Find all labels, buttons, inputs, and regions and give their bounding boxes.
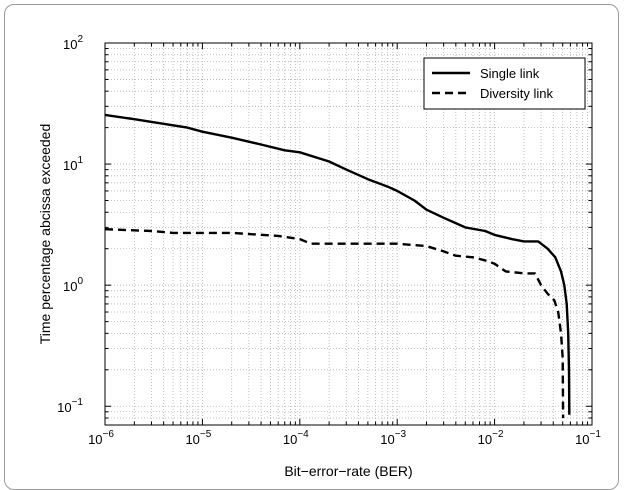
x-tick-label-base: 10 xyxy=(88,432,102,447)
x-tick-label-base: 10 xyxy=(478,432,492,447)
x-tick-label: 10−2 xyxy=(478,429,504,447)
legend-label-single-link: Single link xyxy=(480,66,540,81)
y-tick-label-exponent: 2 xyxy=(77,34,83,45)
x-tick-label-exponent: −5 xyxy=(200,429,212,440)
y-tick-label-exponent: 1 xyxy=(77,155,83,166)
series-line-diversity-link xyxy=(104,228,565,419)
x-tick-label: 10−6 xyxy=(88,429,114,447)
y-tick-label-base: 10 xyxy=(63,158,77,173)
x-tick-label: 10−4 xyxy=(283,429,309,447)
y-tick-label-exponent: −1 xyxy=(72,397,84,408)
y-tick-label: 10−1 xyxy=(57,397,83,415)
y-axis-label: Time percentage abcissa exceeded xyxy=(37,124,53,345)
x-tick-label-exponent: −4 xyxy=(297,429,309,440)
x-tick-label-base: 10 xyxy=(283,432,297,447)
x-tick-label-exponent: −2 xyxy=(492,429,504,440)
x-tick-label: 10−5 xyxy=(185,429,211,447)
axis-ticks xyxy=(104,42,593,426)
x-tick-label: 10−1 xyxy=(575,429,601,447)
x-tick-label-base: 10 xyxy=(185,432,199,447)
legend-label-diversity-link: Diversity link xyxy=(480,86,553,101)
y-tick-label: 101 xyxy=(63,155,83,173)
x-tick-label-base: 10 xyxy=(575,432,589,447)
x-tick-label-exponent: −3 xyxy=(395,429,407,440)
series-lines xyxy=(104,113,571,419)
x-tick-label: 10−3 xyxy=(380,429,406,447)
x-axis-label: Bit−error−rate (BER) xyxy=(284,463,412,479)
y-tick-label-base: 10 xyxy=(63,279,77,294)
y-tick-label: 100 xyxy=(63,276,83,294)
series-line-single-link xyxy=(104,113,571,415)
plot-area-border xyxy=(104,42,593,426)
x-tick-label-exponent: −6 xyxy=(103,429,115,440)
legend-box xyxy=(423,57,586,110)
x-tick-label-base: 10 xyxy=(380,432,394,447)
legend: Single link Diversity link xyxy=(423,57,586,110)
y-tick-label-exponent: 0 xyxy=(77,276,83,287)
y-tick-label-base: 10 xyxy=(63,37,77,52)
y-tick-label: 102 xyxy=(63,34,83,52)
x-tick-label-exponent: −1 xyxy=(590,429,602,440)
y-tick-label-base: 10 xyxy=(57,400,71,415)
